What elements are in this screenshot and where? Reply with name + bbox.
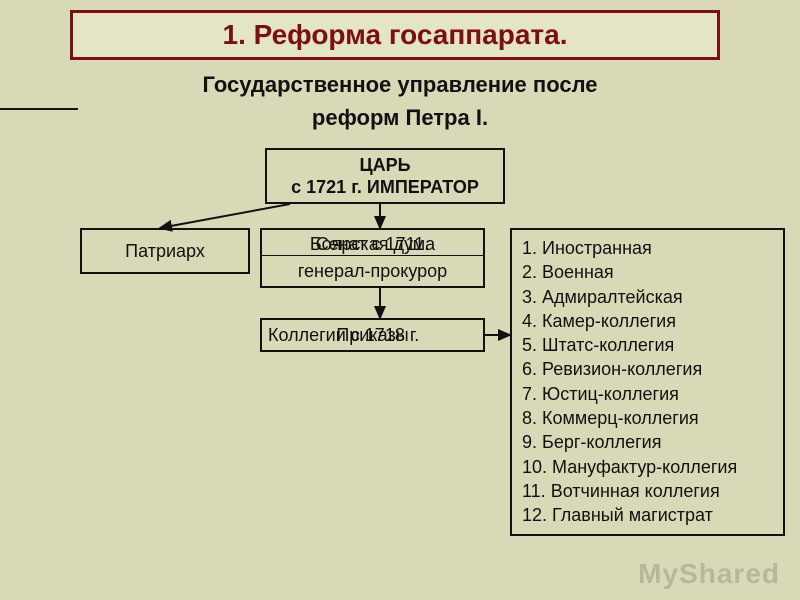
list-item: 4. Камер-коллегия bbox=[522, 309, 773, 333]
collegia-list: 1. Иностранная2. Военная3. Адмиралтейска… bbox=[510, 228, 785, 536]
list-item: 1. Иностранная bbox=[522, 236, 773, 260]
node-tsar: ЦАРЬ с 1721 г. ИМПЕРАТОР bbox=[265, 148, 505, 204]
list-item: 8. Коммерц-коллегия bbox=[522, 406, 773, 430]
subtitle-line2: реформ Петра I. bbox=[0, 101, 800, 134]
list-item: 12. Главный магистрат bbox=[522, 503, 773, 527]
watermark: MyShared bbox=[638, 558, 780, 590]
list-item: 2. Военная bbox=[522, 260, 773, 284]
node-duma-overlay: Сенат с 1711. bbox=[262, 233, 483, 256]
title-banner: 1. Реформа госаппарата. bbox=[70, 10, 720, 60]
node-tsar-line2: с 1721 г. ИМПЕРАТОР bbox=[291, 176, 479, 199]
subtitle-line1: Государственное управление после bbox=[0, 68, 800, 101]
node-patriarch-text: Патриарх bbox=[125, 240, 205, 263]
list-item: 5. Штатс-коллегия bbox=[522, 333, 773, 357]
node-tsar-line1: ЦАРЬ bbox=[359, 154, 410, 177]
node-prikazy-center: Приказы bbox=[262, 324, 483, 347]
list-item: 3. Адмиралтейская bbox=[522, 285, 773, 309]
list-item: 10. Мануфактур-коллегия bbox=[522, 455, 773, 479]
node-duma-line2: генерал-прокурор bbox=[262, 255, 483, 283]
list-item: 9. Берг-коллегия bbox=[522, 430, 773, 454]
node-prikazy: Коллегии с 1718 г. Приказы bbox=[260, 318, 485, 352]
title-text: 1. Реформа госаппарата. bbox=[223, 19, 568, 51]
list-item: 6. Ревизион-коллегия bbox=[522, 357, 773, 381]
list-item: 7. Юстиц-коллегия bbox=[522, 382, 773, 406]
subtitle: Государственное управление после реформ … bbox=[0, 68, 800, 134]
node-patriarch: Патриарх bbox=[80, 228, 250, 274]
node-duma: Боярская дума Сенат с 1711. генерал-прок… bbox=[260, 228, 485, 288]
decorative-rule bbox=[0, 108, 78, 110]
list-item: 11. Вотчинная коллегия bbox=[522, 479, 773, 503]
